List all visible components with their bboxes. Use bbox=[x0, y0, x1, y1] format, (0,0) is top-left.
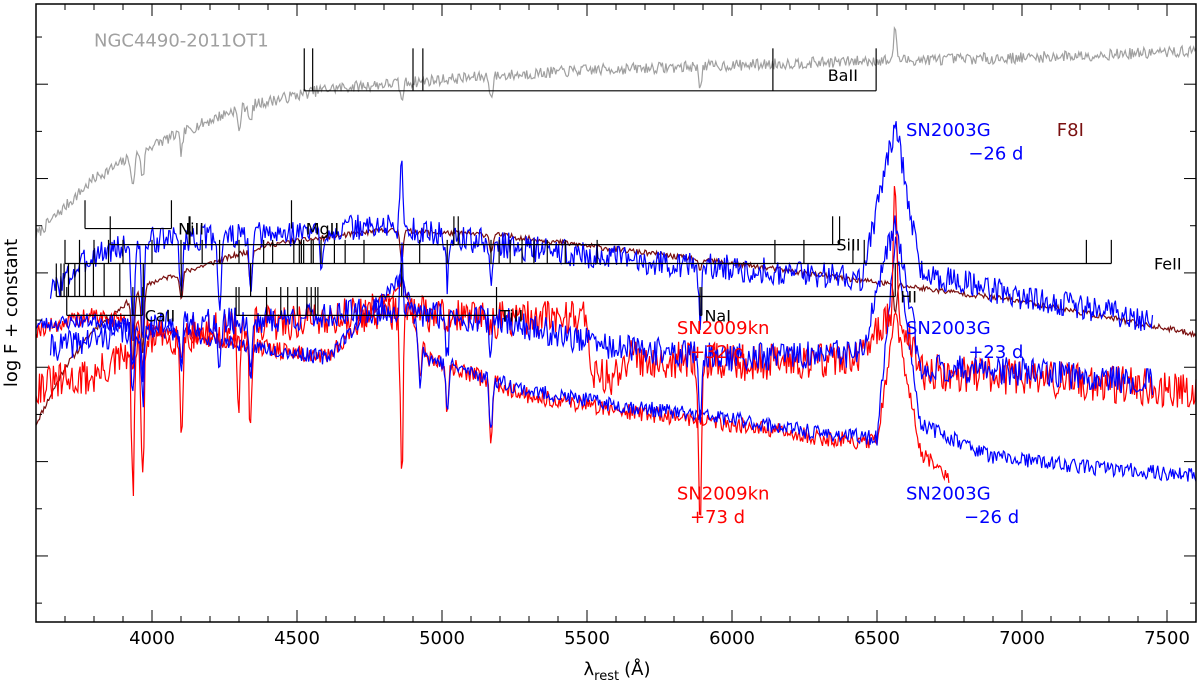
spectrum-sn2003g_m26_bottom bbox=[49, 215, 1154, 423]
annotation-f8i: F8I bbox=[1057, 120, 1084, 141]
x-axis-title-symbol: λ bbox=[584, 659, 595, 680]
spectra-series-layer bbox=[35, 26, 1197, 516]
spectrum-sn2003g_m26_top bbox=[49, 121, 1154, 342]
annotation-sn2009kn_73_epoch: +73 d bbox=[690, 507, 745, 528]
x-axis-title-unit: (Å) bbox=[624, 658, 650, 680]
lineid-label-tiii: TiII bbox=[499, 306, 523, 325]
lineid-label-baii: BaII bbox=[828, 66, 858, 85]
x-tick-label: 6500 bbox=[854, 628, 900, 649]
annotation-sn2003g_23_epoch: +23 d bbox=[968, 342, 1023, 363]
annotation-sn2009kn_32_epoch: +32 d bbox=[690, 342, 745, 363]
annotation-layer: NGC4490-2011OT1 SN2003G −26 d F8I SN2009kn +3… bbox=[94, 30, 1084, 527]
lineid-label-hi: HI bbox=[900, 287, 917, 306]
x-tick-label: 5000 bbox=[419, 628, 465, 649]
annotation-sn2009kn_32_name: SN2009kn bbox=[677, 318, 770, 339]
x-tick-label: 4500 bbox=[274, 628, 320, 649]
annotation-sn2003g_m26_epoch: −26 d bbox=[964, 507, 1019, 528]
annotation-sn2003g_top: SN2003G bbox=[906, 120, 991, 141]
x-tick-label: 7000 bbox=[999, 628, 1045, 649]
x-tick-label: 7500 bbox=[1144, 628, 1190, 649]
x-axis-title-subscript: rest bbox=[594, 669, 619, 684]
annotation-sn2003g_m26_name: SN2003G bbox=[906, 483, 991, 504]
spectrum-sn2003g_23 bbox=[35, 236, 1197, 482]
line-identification-layer: BaII NiII MgII SiII FeII HI CaII TiII NaI bbox=[55, 48, 1182, 325]
lineid-label-caii: CaII bbox=[145, 306, 175, 325]
x-tick-label: 6000 bbox=[709, 628, 755, 649]
annotation-sn2009kn_73_name: SN2009kn bbox=[677, 483, 770, 504]
lineid-label-mgii: MgII bbox=[306, 220, 339, 239]
lineid-label-nai: NaI bbox=[704, 306, 731, 325]
x-axis-title: λrest (Å) bbox=[584, 658, 651, 684]
y-axis-title: log F + constant bbox=[1, 239, 22, 387]
axis-layer: 4000 4500 5000 5500 6000 6500 7000 7500 bbox=[35, 4, 1197, 649]
lineid-label-siii: SiII bbox=[836, 236, 860, 255]
lineid-label-feii: FeII bbox=[1154, 254, 1182, 273]
x-tick-label: 5500 bbox=[564, 628, 610, 649]
lineid-label-niii: NiII bbox=[178, 220, 204, 239]
spectrum-ngc4490 bbox=[35, 26, 1197, 239]
annotation-sn2003g_top_epoch: −26 d bbox=[968, 144, 1023, 165]
annotation-ngc4490: NGC4490-2011OT1 bbox=[94, 30, 269, 51]
x-tick-label: 4000 bbox=[129, 628, 175, 649]
annotation-sn2003g_23_name: SN2003G bbox=[906, 318, 991, 339]
